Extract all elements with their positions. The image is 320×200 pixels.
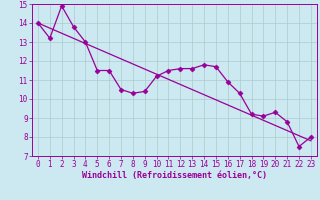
X-axis label: Windchill (Refroidissement éolien,°C): Windchill (Refroidissement éolien,°C) xyxy=(82,171,267,180)
